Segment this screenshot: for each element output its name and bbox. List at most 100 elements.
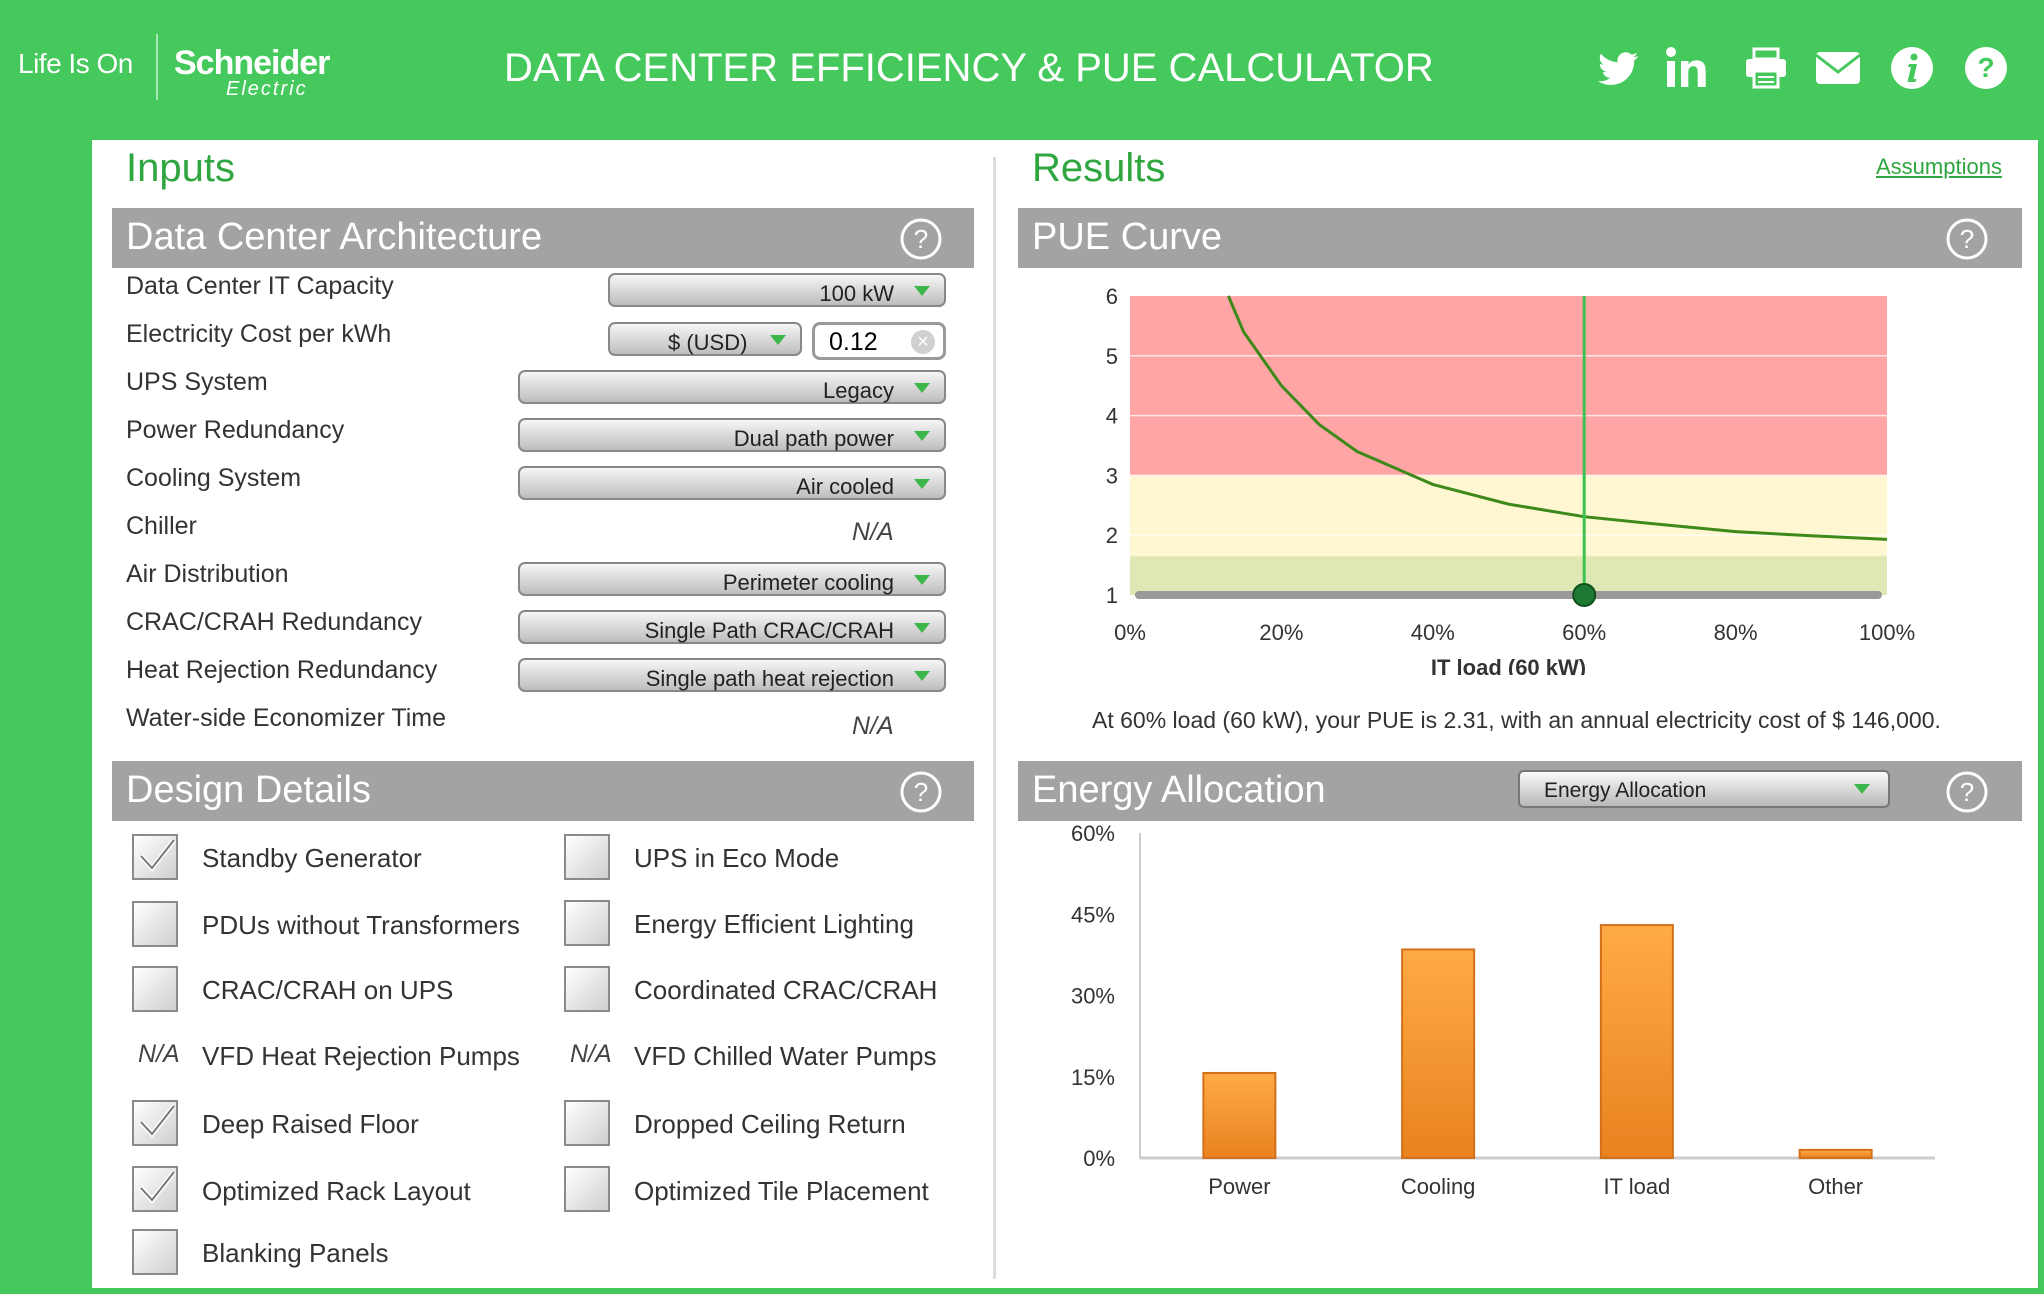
help-icon[interactable]: ? xyxy=(900,218,942,260)
header-bar: Life Is On Schneider Electric DATA CENTE… xyxy=(0,0,2044,140)
air-distribution-select[interactable]: Perimeter cooling xyxy=(518,562,946,596)
electricity-cost-label: Electricity Cost per kWh xyxy=(126,320,392,348)
checkmark-icon xyxy=(139,1104,176,1138)
brand-tagline: Life Is On xyxy=(18,48,133,79)
optimized-rack-layout-label: Optimized Rack Layout xyxy=(202,1176,471,1206)
power-redundancy-label: Power Redundancy xyxy=(126,416,345,444)
x-tick-label: Power xyxy=(1208,1174,1270,1199)
dropped-ceiling-label: Dropped Ceiling Return xyxy=(634,1109,906,1139)
tile-placement-checkbox[interactable] xyxy=(564,1166,610,1212)
results-heading: Results xyxy=(1032,146,1166,190)
coordinated-crac-checkbox[interactable] xyxy=(564,966,610,1012)
standby-generator-checkbox[interactable] xyxy=(132,834,178,880)
bar-power xyxy=(1202,1071,1277,1159)
pue-title: PUE Curve xyxy=(1032,216,1223,258)
vfd-chilled-water-label: VFD Chilled Water Pumps xyxy=(634,1041,937,1071)
brand-divider xyxy=(156,34,158,100)
chevron-down-icon xyxy=(914,623,930,633)
energy-view-select[interactable]: Energy Allocation xyxy=(1518,770,1890,808)
ups-system-label: UPS System xyxy=(126,368,268,396)
svg-text:?: ? xyxy=(1960,224,1974,254)
vfd-heat-rejection-label: VFD Heat Rejection Pumps xyxy=(202,1041,520,1071)
y-tick-label: 5 xyxy=(1106,344,1118,369)
x-axis-label: IT load (60 kW) xyxy=(1431,655,1586,675)
chevron-down-icon xyxy=(770,335,786,345)
crac-on-ups-checkbox[interactable] xyxy=(132,966,178,1012)
y-tick-label: 3 xyxy=(1106,463,1118,488)
load-slider-handle[interactable] xyxy=(1572,583,1597,607)
zone-green xyxy=(1130,556,1887,595)
help-icon[interactable]: ? xyxy=(900,771,942,813)
assumptions-link[interactable]: Assumptions xyxy=(1876,154,2002,179)
print-icon[interactable] xyxy=(1742,44,1790,92)
heat-rejection-select[interactable]: Single path heat rejection xyxy=(518,658,946,692)
pdus-without-transformers-label: PDUs without Transformers xyxy=(202,910,520,940)
bar-other xyxy=(1798,1148,1873,1159)
pue-section-bar: PUE Curve ? xyxy=(1018,208,2022,268)
y-tick-label: 45% xyxy=(1071,902,1115,927)
clear-icon[interactable]: × xyxy=(911,330,935,354)
ups-system-select[interactable]: Legacy xyxy=(518,370,946,404)
architecture-title: Data Center Architecture xyxy=(126,216,543,258)
cooling-system-select[interactable]: Air cooled xyxy=(518,466,946,500)
dropped-ceiling-checkbox[interactable] xyxy=(564,1100,610,1146)
x-tick-label: 60% xyxy=(1562,620,1606,645)
svg-text:?: ? xyxy=(914,777,928,807)
electricity-cost-input[interactable]: 0.12 × xyxy=(812,322,946,360)
heat-rejection-label: Heat Rejection Redundancy xyxy=(126,656,438,684)
help-icon[interactable]: ? xyxy=(1946,218,1988,260)
it-capacity-label: Data Center IT Capacity xyxy=(126,272,394,300)
economizer-value: N/A xyxy=(852,712,894,740)
zone-yellow xyxy=(1130,475,1887,557)
inputs-heading: Inputs xyxy=(126,146,235,190)
column-divider xyxy=(993,157,996,1279)
x-tick-label: Other xyxy=(1808,1174,1863,1199)
cooling-system-label: Cooling System xyxy=(126,464,302,492)
deep-raised-floor-checkbox[interactable] xyxy=(132,1100,178,1146)
ups-eco-mode-label: UPS in Eco Mode xyxy=(634,843,840,873)
crac-redundancy-select[interactable]: Single Path CRAC/CRAH xyxy=(518,610,946,644)
y-tick-label: 2 xyxy=(1106,523,1118,548)
twitter-icon[interactable] xyxy=(1594,44,1642,92)
chiller-value: N/A xyxy=(852,518,894,546)
email-icon[interactable] xyxy=(1814,44,1862,92)
y-tick-label: 60% xyxy=(1071,821,1115,846)
x-tick-label: 100% xyxy=(1859,620,1915,645)
help-icon[interactable]: ? xyxy=(1946,771,1988,813)
x-tick-label: 80% xyxy=(1714,620,1758,645)
chevron-down-icon xyxy=(914,383,930,393)
it-capacity-select[interactable]: 100 kW xyxy=(608,273,946,307)
energy-title: Energy Allocation xyxy=(1032,769,1326,811)
checkmark-icon xyxy=(139,1170,176,1204)
bar-it-load xyxy=(1599,924,1674,1160)
info-icon[interactable] xyxy=(1888,44,1936,92)
blanking-panels-checkbox[interactable] xyxy=(132,1229,178,1275)
ups-eco-mode-checkbox[interactable] xyxy=(564,834,610,880)
linkedin-icon[interactable] xyxy=(1664,44,1712,92)
optimized-rack-layout-checkbox[interactable] xyxy=(132,1166,178,1212)
pdus-without-transformers-checkbox[interactable] xyxy=(132,901,178,947)
efficient-lighting-checkbox[interactable] xyxy=(564,900,610,946)
brand-logo-sub: Electric xyxy=(226,78,308,100)
deep-raised-floor-label: Deep Raised Floor xyxy=(202,1109,419,1139)
economizer-label: Water-side Economizer Time xyxy=(126,704,446,732)
power-redundancy-select[interactable]: Dual path power xyxy=(518,418,946,452)
crac-redundancy-label: CRAC/CRAH Redundancy xyxy=(126,608,422,636)
standby-generator-label: Standby Generator xyxy=(202,843,422,873)
blanking-panels-label: Blanking Panels xyxy=(202,1238,389,1268)
x-tick-label: 0% xyxy=(1114,620,1146,645)
y-tick-label: 1 xyxy=(1106,583,1118,608)
currency-select[interactable]: $ (USD) xyxy=(608,322,802,356)
y-tick-label: 15% xyxy=(1071,1065,1115,1090)
y-tick-label: 30% xyxy=(1071,984,1115,1009)
coordinated-crac-label: Coordinated CRAC/CRAH xyxy=(634,975,938,1005)
help-icon[interactable]: ? xyxy=(1962,44,2010,92)
pue-summary: At 60% load (60 kW), your PUE is 2.31, w… xyxy=(1092,707,1941,733)
chevron-down-icon xyxy=(1854,784,1870,794)
design-section-bar: Design Details ? xyxy=(112,761,974,821)
brand-logo[interactable]: Schneider xyxy=(174,44,330,82)
chevron-down-icon xyxy=(914,575,930,585)
chevron-down-icon xyxy=(914,286,930,296)
tile-placement-label: Optimized Tile Placement xyxy=(634,1176,929,1206)
